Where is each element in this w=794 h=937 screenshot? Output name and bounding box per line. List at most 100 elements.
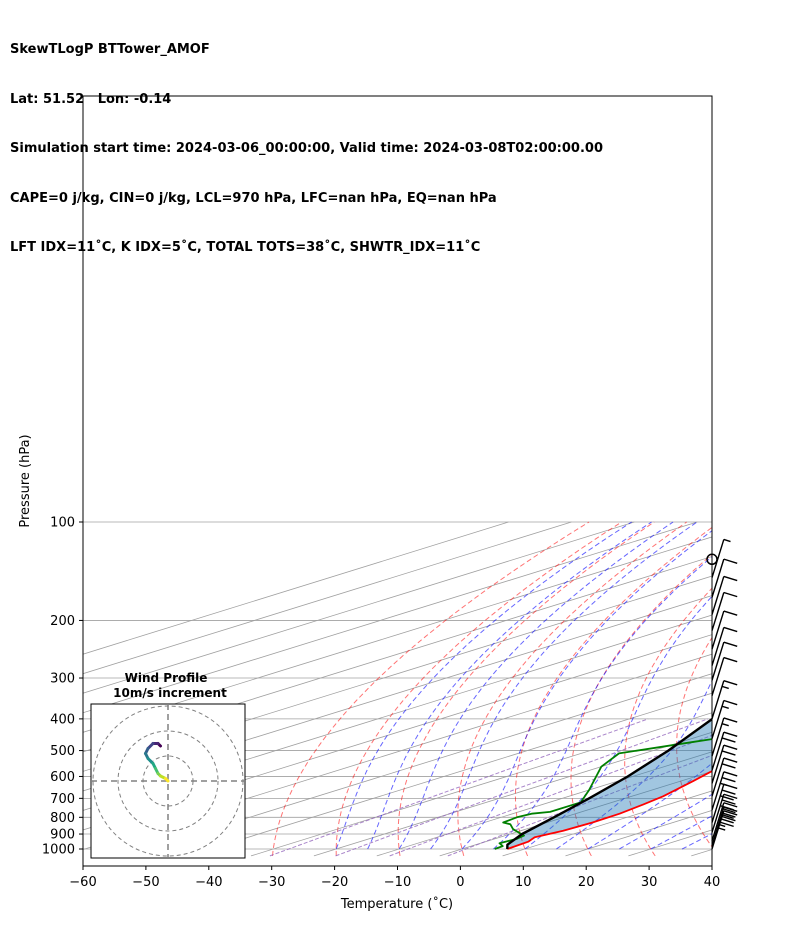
dry-adiabat (272, 521, 590, 856)
cin-shading (507, 719, 712, 849)
x-tick-label: 30 (641, 875, 658, 890)
y-tick-label: 700 (50, 792, 75, 807)
mixing-ratio-line (447, 754, 712, 857)
skewed-isotherm (502, 790, 712, 857)
wind-barb (711, 558, 738, 598)
moist-adiabat (430, 521, 698, 850)
wind-barb (711, 610, 738, 650)
skewed-isotherm (376, 751, 712, 857)
dry-adiabat (676, 636, 712, 848)
moist-adiabat (714, 522, 794, 849)
wind-barb (711, 810, 738, 850)
skewed-isotherm (83, 595, 712, 792)
skewed-isotherm (250, 712, 712, 857)
hodograph: Wind Profile 10m/s increment (90, 671, 246, 859)
skewed-isotherm (313, 731, 712, 857)
moist-adiabat (681, 833, 712, 850)
skewed-isotherm (439, 770, 712, 857)
y-tick-label: 800 (50, 811, 75, 826)
hodograph-trace-segment (164, 777, 170, 783)
skewed-isotherm (125, 673, 712, 857)
wind-barb (711, 744, 738, 784)
title-line-station: SkewTLogP BTTower_AMOF (10, 42, 210, 57)
title-line-indices: LFT IDX=11˚C, K IDX=5˚C, TOTAL TOTS=38˚C… (10, 240, 481, 255)
y-tick-label: 1000 (42, 843, 75, 858)
x-tick-label: 10 (515, 875, 532, 890)
moist-adiabat (650, 815, 712, 850)
dry-adiabat (570, 553, 712, 857)
dry-adiabat (624, 587, 712, 857)
dry-adiabat (727, 522, 794, 856)
wind-barb (711, 656, 738, 697)
title-line-times: Simulation start time: 2024-03-06_00:00:… (10, 141, 603, 156)
skewed-isotherm (83, 556, 712, 753)
dry-adiabat (457, 521, 687, 857)
wind-barb (711, 731, 738, 771)
skewed-isotherm (83, 521, 509, 655)
y-tick-label: 200 (50, 614, 75, 629)
parcel-profile (506, 717, 712, 850)
y-tick-label: 900 (50, 828, 75, 843)
plot-area (83, 521, 794, 857)
wind-barb (711, 591, 738, 631)
temperature-profile (507, 770, 712, 850)
skewed-isotherm (628, 829, 712, 857)
y-axis-label: Pressure (hPa) (18, 434, 33, 527)
skewed-isotherm (691, 849, 712, 857)
x-tick-label: −30 (258, 875, 285, 890)
hodograph-ring (117, 730, 219, 832)
skewed-isotherm (187, 692, 712, 857)
moist-adiabat (367, 521, 652, 850)
x-tick-label: −10 (384, 875, 411, 890)
mixing-ratio-line (389, 734, 712, 857)
wind-barb (711, 538, 731, 578)
hodograph-subtitle: 10m/s increment (113, 686, 227, 700)
x-tick-label: 20 (578, 875, 595, 890)
chart-title-block: SkewTLogP BTTower_AMOF Lat: 51.52 Lon: -… (10, 9, 603, 273)
y-tick-label: 400 (50, 712, 75, 727)
y-tick-label: 300 (50, 672, 75, 687)
skewed-isotherm (83, 521, 635, 694)
wind-barb (711, 641, 738, 681)
moist-adiabat (398, 521, 674, 850)
skewed-isotherm (83, 521, 698, 714)
skewed-isotherm (83, 575, 712, 772)
wind-barb (711, 575, 738, 615)
dewpoint-profile (494, 738, 712, 850)
wind-barb (711, 783, 738, 823)
skewed-isotherm (83, 536, 712, 733)
wind-barb (711, 806, 738, 846)
x-tick-label: 0 (456, 875, 464, 890)
x-axis-label: Temperature (˚C) (340, 896, 453, 912)
wind-barb (711, 757, 738, 797)
y-tick-label: 600 (50, 770, 75, 785)
moist-adiabat (493, 556, 712, 850)
title-line-location: Lat: 51.52 Lon: -0.14 (10, 91, 172, 107)
moist-adiabat (335, 521, 632, 850)
dry-adiabat (776, 522, 794, 856)
mixing-ratio-line (335, 718, 708, 857)
moist-adiabat (524, 595, 712, 850)
wind-barb (711, 717, 738, 757)
wind-barb (711, 699, 738, 739)
wind-barb (711, 626, 738, 666)
x-tick-label: −50 (132, 875, 159, 890)
dry-adiabat (397, 521, 655, 856)
x-tick-label: 40 (704, 875, 721, 890)
x-axis: −60 −50 −40 −30 −20 −10 0 10 20 30 40 (69, 866, 720, 890)
skewed-isotherm (83, 521, 572, 675)
moist-adiabat (587, 762, 712, 850)
moist-adiabat (461, 530, 712, 850)
x-tick-label: −20 (321, 875, 348, 890)
mixing-ratio-line (269, 718, 649, 857)
x-tick-label: −60 (69, 875, 96, 890)
dry-adiabat (335, 521, 622, 856)
x-tick-label: −40 (195, 875, 222, 890)
title-line-cape: CAPE=0 j/kg, CIN=0 j/kg, LCL=970 hPa, LF… (10, 190, 497, 206)
y-tick-label: 100 (50, 516, 75, 531)
wind-barb (711, 679, 738, 720)
hodograph-title: Wind Profile (125, 671, 208, 685)
y-tick-label: 500 (50, 744, 75, 759)
